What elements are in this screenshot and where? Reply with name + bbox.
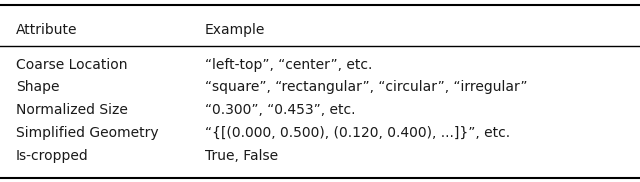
Text: Attribute: Attribute: [16, 23, 77, 37]
Text: Normalized Size: Normalized Size: [16, 103, 128, 117]
Text: Shape: Shape: [16, 80, 60, 94]
Text: “0.300”, “0.453”, etc.: “0.300”, “0.453”, etc.: [205, 103, 355, 117]
Text: Is-cropped: Is-cropped: [16, 149, 89, 163]
Text: Example: Example: [205, 23, 265, 37]
Text: “square”, “rectangular”, “circular”, “irregular”: “square”, “rectangular”, “circular”, “ir…: [205, 80, 527, 94]
Text: True, False: True, False: [205, 149, 278, 163]
Text: Simplified Geometry: Simplified Geometry: [16, 126, 159, 140]
Text: “{[(0.000, 0.500), (0.120, 0.400), ...]}”, etc.: “{[(0.000, 0.500), (0.120, 0.400), ...]}…: [205, 126, 510, 140]
Text: “left-top”, “center”, etc.: “left-top”, “center”, etc.: [205, 58, 372, 72]
Text: Coarse Location: Coarse Location: [16, 58, 127, 72]
